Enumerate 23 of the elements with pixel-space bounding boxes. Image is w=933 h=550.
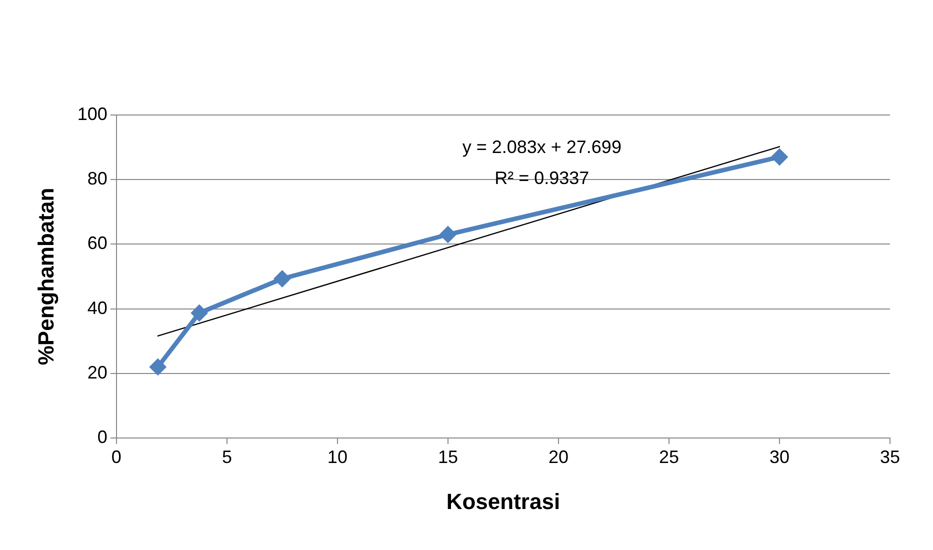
point	[274, 270, 291, 288]
y-axis-title: %Penghambatan	[33, 188, 58, 366]
x-tick-label: 10	[327, 446, 348, 467]
y-tick-label: 100	[77, 104, 108, 124]
x-axis-title: Kosentrasi	[446, 488, 560, 514]
point	[770, 148, 788, 166]
x-tick-label: 15	[438, 446, 458, 467]
point	[439, 226, 456, 244]
y-tick-label: 60	[87, 233, 108, 254]
x-tick-label: 0	[111, 446, 122, 467]
y-tick-label: 40	[87, 298, 108, 318]
annotation: R² = 0.9337	[494, 168, 590, 188]
point	[190, 304, 208, 322]
point	[149, 358, 166, 376]
y-tick-label: 0	[97, 426, 108, 447]
x-tick-label: 25	[658, 446, 679, 467]
x-tick-label: 30	[769, 446, 790, 467]
y-tick-label: 80	[87, 168, 108, 189]
x-tick-label: 5	[222, 446, 232, 467]
x-tick-label: 35	[880, 446, 900, 467]
x-tick-label: 20	[548, 446, 568, 467]
annotation: y = 2.083x + 27.699	[462, 136, 622, 157]
y-tick-label: 20	[87, 362, 108, 382]
